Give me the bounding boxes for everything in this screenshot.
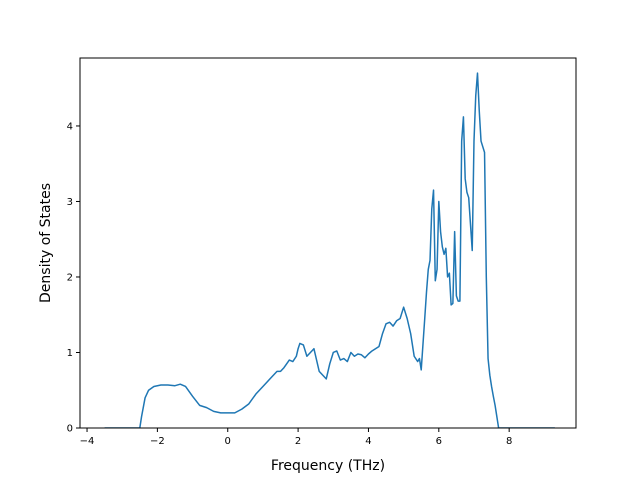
x-tick-label: 4 <box>365 436 371 447</box>
x-tick-label: −4 <box>80 436 95 447</box>
x-tick-label: 8 <box>506 436 512 447</box>
x-axis-label: Frequency (THz) <box>271 458 385 474</box>
y-tick-label: 3 <box>67 197 73 208</box>
x-tick-label: 0 <box>225 436 231 447</box>
y-tick-label: 0 <box>67 424 73 435</box>
x-tick-label: −2 <box>150 436 165 447</box>
axes-frame <box>79 57 577 429</box>
plot-area <box>104 72 555 428</box>
axis-ticks: −4 −2 0 2 4 6 8 0 1 2 3 4 <box>67 121 513 447</box>
x-tick-label: 6 <box>436 436 442 447</box>
y-axis-label: Density of States <box>38 183 54 303</box>
y-tick-label: 1 <box>67 348 73 359</box>
y-tick-label: 4 <box>67 121 73 132</box>
dos-series-line <box>104 72 555 428</box>
x-tick-label: 2 <box>295 436 301 447</box>
y-tick-label: 2 <box>67 272 73 283</box>
